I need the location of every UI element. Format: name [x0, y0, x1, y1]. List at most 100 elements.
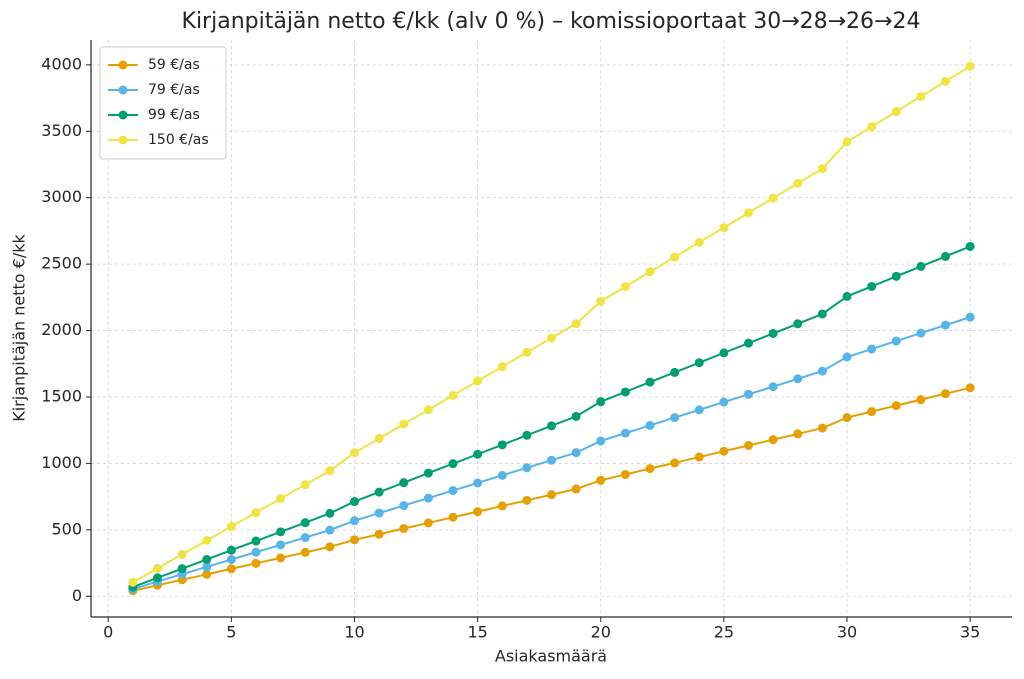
- legend-marker: [118, 110, 128, 120]
- data-point: [522, 495, 532, 505]
- data-point: [891, 401, 901, 411]
- series: [128, 61, 975, 587]
- data-point: [817, 423, 827, 433]
- data-point: [473, 449, 483, 459]
- data-point: [547, 455, 556, 465]
- data-point: [670, 413, 680, 423]
- data-point: [128, 577, 138, 587]
- data-point: [448, 459, 458, 469]
- data-point: [916, 91, 926, 101]
- data-point: [891, 107, 901, 117]
- data-point: [596, 296, 606, 306]
- legend: 59 €/as 79 €/as 99 €/as 150 €/as: [99, 46, 227, 160]
- data-point: [842, 137, 852, 147]
- data-point: [276, 527, 286, 537]
- data-point: [399, 478, 409, 488]
- data-point: [349, 448, 359, 458]
- data-point: [965, 312, 975, 322]
- x-tick-label: 15: [467, 623, 487, 642]
- data-point: [793, 178, 803, 188]
- data-point: [349, 535, 359, 545]
- legend-label: 79 €/as: [148, 82, 200, 98]
- data-point: [547, 421, 556, 431]
- data-point: [842, 291, 852, 301]
- data-point: [497, 440, 507, 450]
- data-point: [670, 458, 680, 468]
- data-point: [276, 494, 286, 504]
- data-point: [891, 336, 901, 346]
- data-point: [325, 542, 335, 552]
- y-tick-label: 2000: [41, 320, 82, 339]
- data-point: [793, 429, 803, 439]
- data-point: [423, 468, 433, 478]
- data-point: [374, 433, 384, 443]
- data-point: [251, 558, 261, 568]
- data-point: [325, 466, 335, 476]
- data-point: [251, 547, 261, 557]
- data-point: [768, 328, 778, 338]
- data-point: [941, 320, 951, 330]
- data-point: [694, 452, 704, 462]
- data-point: [817, 309, 827, 319]
- data-point: [374, 487, 384, 497]
- data-point: [965, 61, 975, 71]
- y-tick-label: 3500: [41, 121, 82, 140]
- data-point: [744, 338, 754, 348]
- data-point: [399, 524, 409, 534]
- data-point: [226, 545, 236, 555]
- legend-label: 150 €/as: [148, 132, 209, 148]
- data-point: [152, 573, 162, 583]
- data-point: [226, 522, 236, 532]
- data-point: [620, 282, 630, 292]
- data-point: [152, 563, 162, 573]
- data-point: [522, 347, 532, 357]
- y-tick-label: 500: [51, 519, 82, 538]
- data-point: [473, 478, 483, 488]
- data-point: [473, 507, 483, 517]
- x-tick-label: 0: [103, 623, 113, 642]
- data-point: [645, 267, 655, 277]
- x-tick-label: 35: [960, 623, 980, 642]
- data-point: [547, 490, 556, 500]
- data-point: [842, 413, 852, 423]
- data-point: [522, 430, 532, 440]
- data-point: [497, 470, 507, 480]
- data-point: [571, 319, 581, 329]
- data-point: [596, 397, 606, 407]
- data-point: [448, 512, 458, 522]
- data-point: [694, 237, 704, 247]
- data-point: [571, 448, 581, 458]
- data-point: [497, 501, 507, 511]
- data-point: [202, 554, 212, 564]
- x-tick-label: 20: [591, 623, 611, 642]
- data-point: [694, 405, 704, 415]
- data-point: [300, 547, 310, 557]
- legend-label: 59 €/as: [148, 57, 200, 73]
- legend-marker: [118, 60, 128, 70]
- data-point: [202, 535, 212, 545]
- data-point: [276, 553, 286, 563]
- data-point: [349, 497, 359, 507]
- data-point: [645, 464, 655, 474]
- data-point: [793, 374, 803, 384]
- data-point: [842, 352, 852, 362]
- data-point: [867, 122, 877, 132]
- data-point: [965, 241, 975, 251]
- data-point: [620, 469, 630, 479]
- y-tick-label: 0: [72, 586, 82, 605]
- data-point: [744, 440, 754, 450]
- data-point: [571, 484, 581, 494]
- data-point: [891, 271, 901, 281]
- series: [128, 312, 975, 594]
- data-point: [349, 516, 359, 526]
- series: [128, 383, 975, 596]
- legend-marker: [118, 85, 128, 95]
- y-tick-label: 4000: [41, 54, 82, 73]
- data-point: [965, 383, 975, 393]
- x-tick-label: 30: [837, 623, 857, 642]
- data-point: [374, 529, 384, 539]
- data-point: [276, 540, 286, 550]
- data-point: [694, 358, 704, 368]
- data-point: [768, 435, 778, 445]
- data-point: [522, 463, 532, 473]
